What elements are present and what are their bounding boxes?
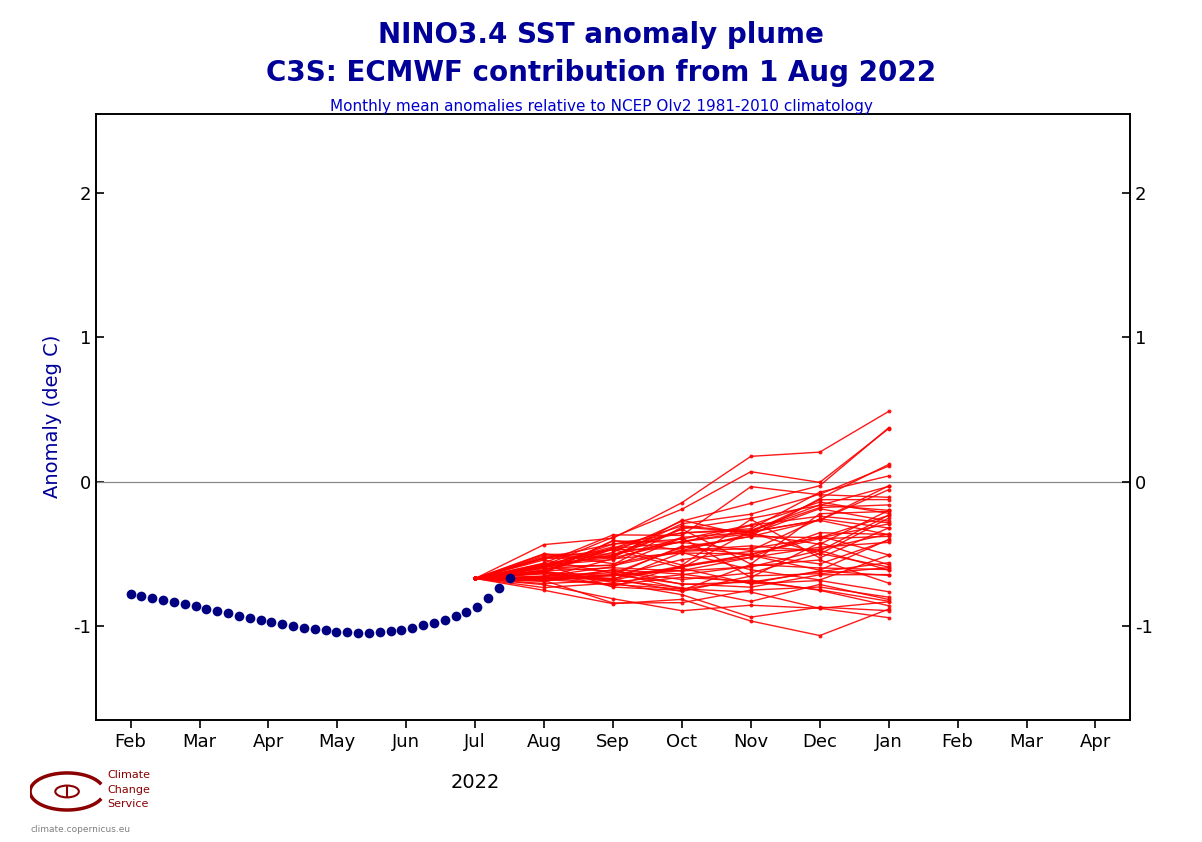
Y-axis label: Anomaly (deg C): Anomaly (deg C) xyxy=(43,335,63,498)
Text: Change: Change xyxy=(107,785,150,795)
Text: NINO3.4 SST anomaly plume: NINO3.4 SST anomaly plume xyxy=(379,21,823,49)
Text: Climate: Climate xyxy=(107,770,150,781)
Text: Service: Service xyxy=(107,799,149,809)
Text: climate.copernicus.eu: climate.copernicus.eu xyxy=(30,825,130,834)
Text: Monthly mean anomalies relative to NCEP OIv2 1981-2010 climatology: Monthly mean anomalies relative to NCEP … xyxy=(329,99,873,115)
Text: C3S: ECMWF contribution from 1 Aug 2022: C3S: ECMWF contribution from 1 Aug 2022 xyxy=(266,59,936,87)
Text: 2022: 2022 xyxy=(451,773,500,791)
